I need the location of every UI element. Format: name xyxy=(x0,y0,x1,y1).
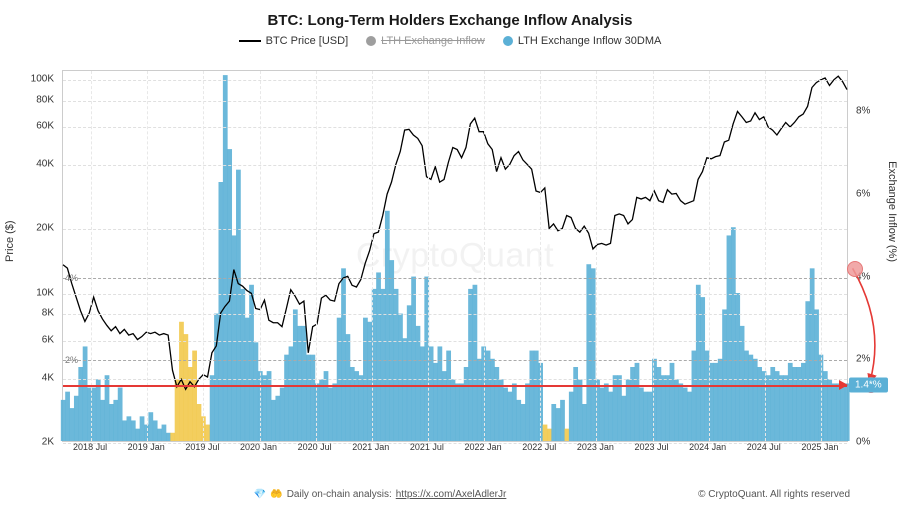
y-tick-right: 0% xyxy=(856,437,870,448)
y-tick-left: 40K xyxy=(36,158,54,169)
red-threshold-line xyxy=(63,385,847,387)
red-arrow-head-icon xyxy=(839,380,848,390)
copyright: © CryptoQuant. All rights reserved xyxy=(698,489,850,500)
y-tick-left: 6K xyxy=(42,335,54,346)
legend-inflow: LTH Exchange Inflow xyxy=(366,35,485,47)
x-tick: 2025 Jan xyxy=(801,442,838,452)
footer-link[interactable]: https://x.com/AxelAdlerJr xyxy=(396,489,507,500)
footer-prefix: Daily on-chain analysis: xyxy=(287,489,392,500)
legend: BTC Price [USD] LTH Exchange Inflow LTH … xyxy=(0,35,900,47)
x-tick: 2021 Jan xyxy=(352,442,389,452)
y-tick-right: 2% xyxy=(856,354,870,365)
x-tick: 2024 Jan xyxy=(689,442,726,452)
legend-price-label: BTC Price [USD] xyxy=(266,35,349,47)
y-tick-left: 20K xyxy=(36,223,54,234)
x-tick: 2024 Jul xyxy=(747,442,781,452)
threshold-label: 2% xyxy=(65,355,78,365)
inflow30-swatch xyxy=(503,36,513,46)
y-tick-left: 8K xyxy=(42,308,54,319)
y-axis-left: 2K4K6K8K10K20K40K60K80K100K xyxy=(0,70,58,442)
y-tick-left: 80K xyxy=(36,94,54,105)
y-tick-left: 100K xyxy=(31,73,54,84)
footer-analysis: 💎 🤲 Daily on-chain analysis: https://x.c… xyxy=(254,489,507,500)
y-tick-left: 2K xyxy=(42,437,54,448)
x-tick: 2023 Jan xyxy=(577,442,614,452)
chart-container: BTC: Long-Term Holders Exchange Inflow A… xyxy=(0,0,900,506)
legend-inflow30-label: LTH Exchange Inflow 30DMA xyxy=(518,35,661,47)
y-tick-right: 6% xyxy=(856,189,870,200)
x-tick: 2021 Jul xyxy=(410,442,444,452)
x-tick: 2019 Jan xyxy=(128,442,165,452)
diamond-icon: 💎 xyxy=(254,489,266,500)
chart-title: BTC: Long-Term Holders Exchange Inflow A… xyxy=(0,0,900,29)
plot-area: CryptoQuant 2%4%1.4*% xyxy=(62,70,848,442)
price-swatch xyxy=(239,40,261,42)
x-tick: 2022 Jul xyxy=(522,442,556,452)
legend-price: BTC Price [USD] xyxy=(239,35,349,47)
current-value-badge: 1.4*% xyxy=(849,378,888,393)
x-tick: 2019 Jul xyxy=(185,442,219,452)
inflow-swatch xyxy=(366,36,376,46)
highlight-dot-1 xyxy=(847,261,863,277)
threshold-label: 4% xyxy=(65,273,78,283)
x-tick: 2020 Jan xyxy=(240,442,277,452)
hands-icon: 🤲 xyxy=(270,489,282,500)
legend-inflow30: LTH Exchange Inflow 30DMA xyxy=(503,35,661,47)
x-tick: 2023 Jul xyxy=(634,442,668,452)
y-tick-left: 60K xyxy=(36,121,54,132)
x-axis: 2018 Jul 2019 Jan 2019 Jul 2020 Jan 2020 Jul… xyxy=(62,442,848,460)
y-tick-left: 10K xyxy=(36,287,54,298)
x-tick: 2022 Jan xyxy=(465,442,502,452)
x-tick: 2020 Jul xyxy=(298,442,332,452)
x-tick: 2018 Jul xyxy=(73,442,107,452)
y-tick-left: 4K xyxy=(42,372,54,383)
y-tick-right: 8% xyxy=(856,106,870,117)
legend-inflow-label: LTH Exchange Inflow xyxy=(381,35,485,47)
footer: 💎 🤲 Daily on-chain analysis: https://x.c… xyxy=(62,489,850,500)
